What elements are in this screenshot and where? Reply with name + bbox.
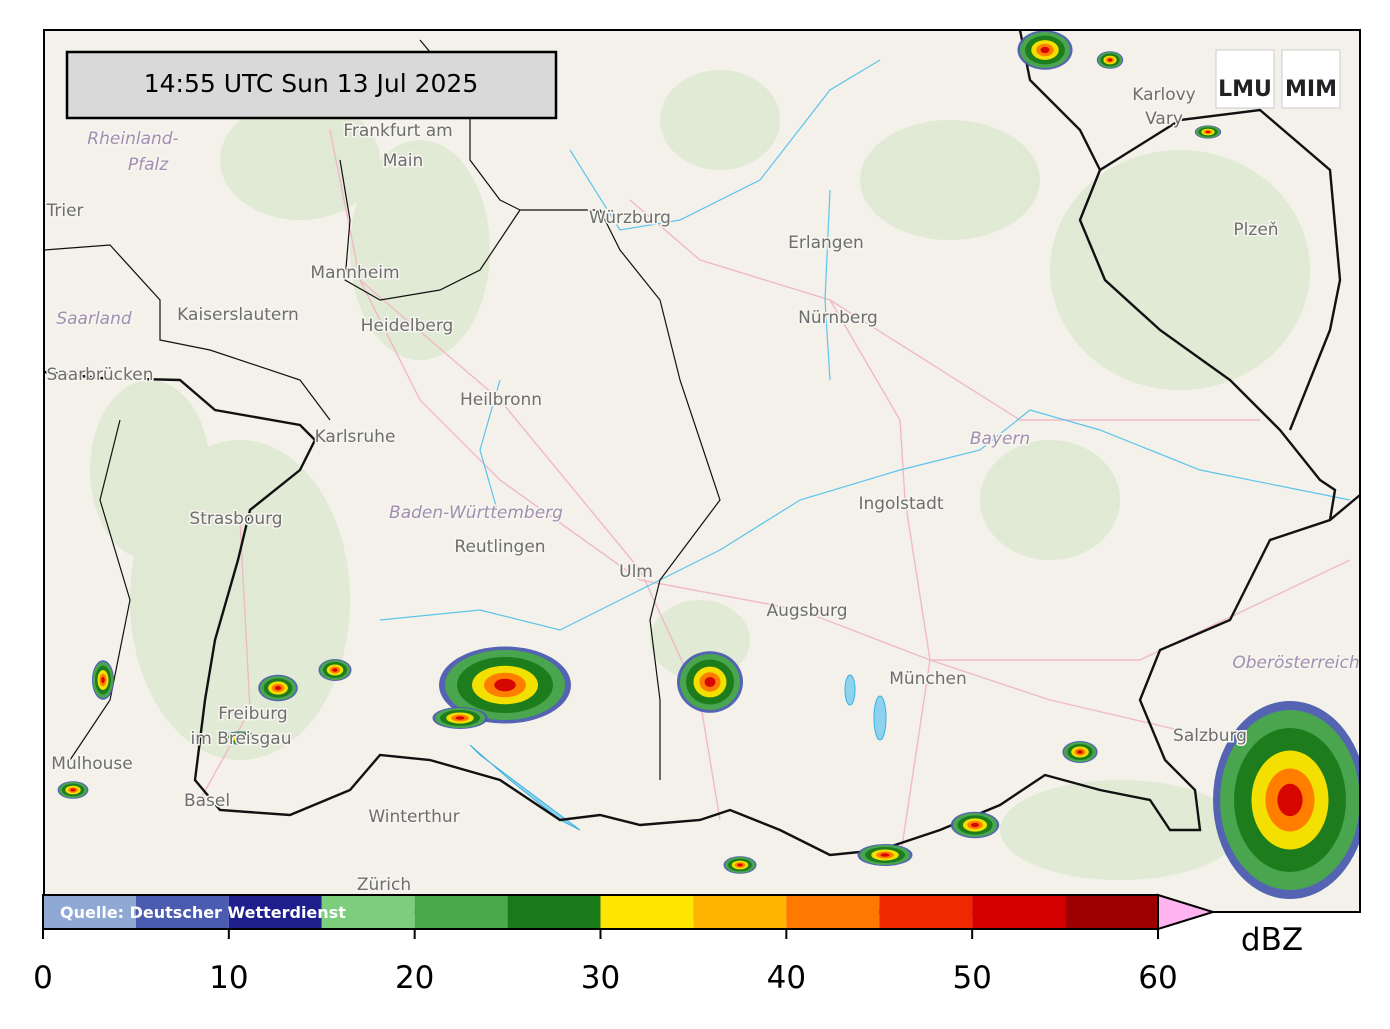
tick-label: 20 — [395, 960, 434, 996]
colorbar-bin — [321, 895, 415, 929]
unit-label: dBZ — [1241, 922, 1303, 958]
colorbar-bin — [600, 895, 694, 929]
place-label: Augsburg — [766, 601, 847, 621]
place-label: Karlsruhe — [315, 427, 396, 447]
place-label: Vary — [1145, 109, 1183, 129]
logo-text: MIM — [1285, 77, 1337, 102]
place-label: Basel — [184, 791, 230, 811]
radar-echo — [971, 822, 979, 828]
tick-label: 10 — [209, 960, 248, 996]
radar-echo — [332, 668, 338, 672]
map: Frankfurt am Main Rheinland- Pfalz Trier Mann… — [44, 30, 1360, 912]
place-label: Main — [383, 151, 424, 171]
forest-areas — [90, 70, 1310, 880]
place-label: Winterthur — [368, 807, 459, 827]
radar-echo — [1040, 46, 1050, 54]
radar-echo — [1077, 750, 1083, 754]
logo — [1281, 49, 1341, 109]
country-borders — [44, 30, 1360, 857]
roads — [199, 129, 1351, 861]
radar-echo — [274, 685, 282, 691]
place-label: Würzburg — [589, 208, 671, 228]
radar-echo — [880, 853, 890, 857]
tick-label: 50 — [952, 960, 991, 996]
radar-echo — [237, 736, 243, 740]
colorbar-bin — [786, 895, 880, 929]
place-label: Salzburg — [1173, 726, 1247, 746]
place-label: Rheinland- — [87, 129, 178, 149]
colorbar-bin — [879, 895, 973, 929]
place-label: Erlangen — [788, 233, 864, 253]
place-label: Reutlingen — [454, 537, 545, 557]
place-label: Frankfurt am — [343, 121, 452, 141]
place-label: Oberösterreich — [1232, 653, 1359, 673]
place-label: Karlovy — [1132, 85, 1196, 105]
place-label: Heilbronn — [460, 390, 542, 410]
place-labels: Frankfurt am Main Rheinland- Pfalz Trier Mann… — [44, 84, 1360, 897]
tick-label: 30 — [581, 960, 620, 996]
radar-echo — [737, 863, 743, 867]
colorbar-bin — [414, 895, 508, 929]
colorbar: Quelle: Deutscher Wetterdienst 0 10 20 30 40 5… — [33, 893, 1303, 996]
colorbar-bin — [972, 895, 1066, 929]
colorbar-bin — [1065, 895, 1158, 929]
radar-echo — [70, 788, 76, 792]
tick-label: 0 — [33, 960, 53, 996]
place-label: Nürnberg — [798, 308, 878, 328]
source-label: Quelle: Deutscher Wetterdienst — [60, 903, 346, 922]
colorbar-bin — [507, 895, 601, 929]
place-label: Ingolstadt — [858, 494, 943, 514]
lake — [844, 674, 856, 706]
place-label: Bayern — [970, 429, 1030, 449]
radar-echo — [1107, 58, 1113, 62]
colorbar-bin — [43, 895, 136, 929]
radar-echoes — [57, 30, 1360, 899]
radar-echo — [101, 676, 105, 684]
place-label: Zürich — [357, 875, 411, 895]
radar-echo — [1277, 783, 1303, 817]
place-label: Kaiserslautern — [177, 305, 299, 325]
place-label: Pfalz — [128, 155, 169, 175]
place-label: Strasbourg — [189, 509, 282, 529]
tick-label: 40 — [767, 960, 806, 996]
radar-echo — [455, 716, 465, 720]
colorbar-bin — [693, 895, 787, 929]
place-label: Ulm — [619, 562, 653, 582]
timestamp: 14:55 UTC Sun 13 Jul 2025 — [144, 69, 479, 98]
radar-echo — [1205, 130, 1211, 134]
place-label: Mulhouse — [51, 754, 132, 774]
colorbar-bin — [135, 895, 229, 929]
place-label: Trier — [45, 201, 83, 221]
place-label: Saarland — [56, 309, 132, 329]
lake — [469, 744, 581, 831]
lake — [873, 695, 887, 741]
logo-text: LMU — [1218, 77, 1272, 102]
radar-echo — [494, 678, 516, 692]
logo — [1215, 49, 1275, 109]
place-label: Mannheim — [310, 263, 399, 283]
place-label: Baden-Württemberg — [389, 503, 563, 523]
place-label: Plzeň — [1233, 220, 1278, 240]
place-label: Freiburg — [218, 704, 287, 724]
place-label: Heidelberg — [361, 316, 454, 336]
timestamp-box — [65, 50, 558, 120]
rivers — [379, 59, 1351, 631]
radar-echo — [704, 676, 716, 688]
place-label: Saarbrücken — [47, 365, 154, 385]
colorbar-bin — [228, 895, 322, 929]
tick-label: 60 — [1138, 960, 1177, 996]
place-label: München — [889, 669, 967, 689]
place-label: im Breisgau — [191, 729, 292, 749]
